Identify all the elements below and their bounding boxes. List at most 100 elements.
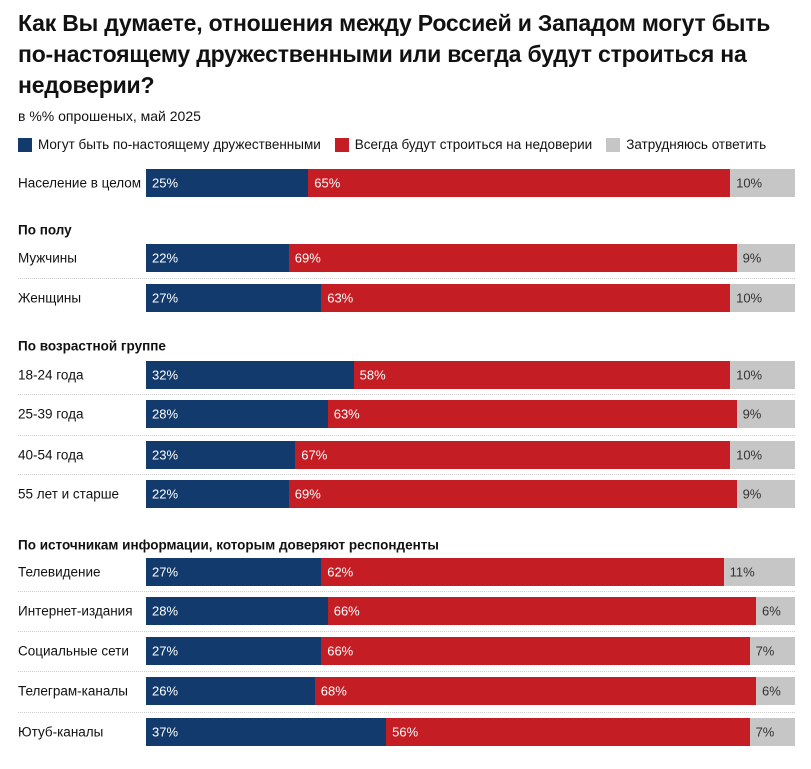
data-label: 22%: [152, 486, 179, 502]
data-label: 6%: [762, 683, 781, 699]
data-label: 37%: [152, 724, 179, 740]
data-label: 66%: [327, 643, 354, 659]
legend-item-unsure: Затрудняюсь ответить: [606, 137, 766, 152]
legend-item-distrust: Всегда будут строиться на недоверии: [334, 137, 593, 152]
bar-segment: [295, 441, 731, 469]
data-label: 9%: [742, 406, 762, 422]
bar-segment: [736, 480, 795, 508]
row-label: 25-39 года: [18, 406, 84, 422]
row-label: Интернет-издания: [18, 603, 133, 619]
data-label: 28%: [152, 603, 179, 619]
data-label: 27%: [152, 643, 179, 659]
bar-segment: [386, 718, 750, 746]
bar-segment: [146, 558, 322, 586]
data-label: 32%: [152, 367, 179, 383]
legend: Могут быть по-настоящему дружественными …: [18, 137, 766, 152]
data-label: 63%: [327, 290, 354, 306]
legend-label: Всегда будут строиться на недоверии: [354, 137, 593, 152]
chart-subtitle: в %% опрошеных, май 2025: [18, 108, 201, 124]
row-label: Ютуб-каналы: [18, 724, 104, 740]
row-separator: [18, 394, 795, 395]
bar-segment: [353, 361, 731, 389]
row-label: Мужчины: [18, 250, 77, 266]
bar-segment: [327, 400, 737, 428]
bar-segment: [146, 480, 289, 508]
data-label: 10%: [736, 367, 763, 383]
bar-segment: [146, 677, 315, 705]
data-label: 9%: [742, 250, 762, 266]
bar-segment: [756, 677, 795, 705]
group-heading: По возрастной группе: [18, 338, 166, 354]
data-label: 26%: [152, 683, 179, 699]
row-separator: [18, 591, 795, 592]
legend-swatch: [334, 137, 349, 152]
legend-label: Затрудняюсь ответить: [626, 137, 767, 152]
bar-segment: [146, 361, 354, 389]
data-label: 65%: [314, 175, 341, 191]
row-label: Женщины: [18, 290, 82, 306]
data-label: 7%: [755, 724, 775, 740]
bar-segment: [723, 558, 795, 586]
group-heading: По полу: [18, 222, 72, 238]
legend-label: Могут быть по-настоящему дружественными: [38, 137, 321, 152]
row-separator: [18, 474, 795, 475]
chart-title: Как Вы думаете, отношения между Россией …: [18, 10, 771, 98]
row-label: Население в целом: [18, 175, 142, 191]
row-label: 40-54 года: [18, 447, 84, 463]
bar-segment: [146, 244, 289, 272]
bar-segment: [146, 718, 387, 746]
data-label: 69%: [294, 486, 321, 502]
bar-segment: [288, 244, 737, 272]
legend-swatch: [606, 137, 621, 152]
bar-segment: [730, 284, 795, 312]
legend-swatch: [18, 137, 32, 152]
data-label: 7%: [755, 643, 775, 659]
data-label: 67%: [301, 447, 328, 463]
data-label: 62%: [327, 564, 354, 580]
data-label: 10%: [736, 175, 763, 191]
bar-segment: [321, 284, 731, 312]
bar-segment: [736, 400, 795, 428]
bar-segment: [730, 169, 795, 197]
data-label: 23%: [152, 447, 179, 463]
row-label: Телеграм-каналы: [18, 683, 128, 699]
data-label: 56%: [392, 724, 419, 740]
bar-segment: [308, 169, 731, 197]
bar-segment: [288, 480, 737, 508]
row-separator: [18, 631, 795, 632]
bar-segment: [730, 361, 795, 389]
data-label: 10%: [736, 447, 763, 463]
data-label: 27%: [152, 564, 179, 580]
bar-segment: [146, 637, 322, 665]
bar-segment: [749, 637, 795, 665]
row-label: 55 лет и старше: [18, 486, 120, 502]
legend-item-friendly: Могут быть по-настоящему дружественными: [18, 137, 321, 152]
bar-segment: [146, 169, 309, 197]
bar-segment: [146, 441, 296, 469]
data-label: 28%: [152, 406, 179, 422]
bar-segment: [327, 597, 757, 625]
data-label: 9%: [742, 486, 762, 502]
bar-segment: [321, 637, 750, 665]
data-label: 25%: [152, 175, 179, 191]
data-label: 69%: [294, 250, 321, 266]
data-label: 11%: [729, 564, 755, 580]
bar-segment: [749, 718, 795, 746]
data-label: 6%: [762, 603, 781, 619]
data-label: 58%: [359, 367, 386, 383]
bar-segment: [730, 441, 795, 469]
group-heading: По источникам информации, которым доверя…: [18, 537, 439, 553]
data-label: 68%: [320, 683, 347, 699]
row-label: Телевидение: [18, 564, 101, 580]
bar-segment: [146, 400, 328, 428]
row-separator: [18, 278, 795, 279]
bar-segment: [146, 284, 322, 312]
data-label: 66%: [333, 603, 360, 619]
bar-segment: [736, 244, 795, 272]
data-label: 10%: [736, 290, 763, 306]
row-separator: [18, 671, 795, 672]
row-label: 18-24 года: [18, 367, 84, 383]
bar-segment: [314, 677, 757, 705]
bar-segment: [756, 597, 795, 625]
